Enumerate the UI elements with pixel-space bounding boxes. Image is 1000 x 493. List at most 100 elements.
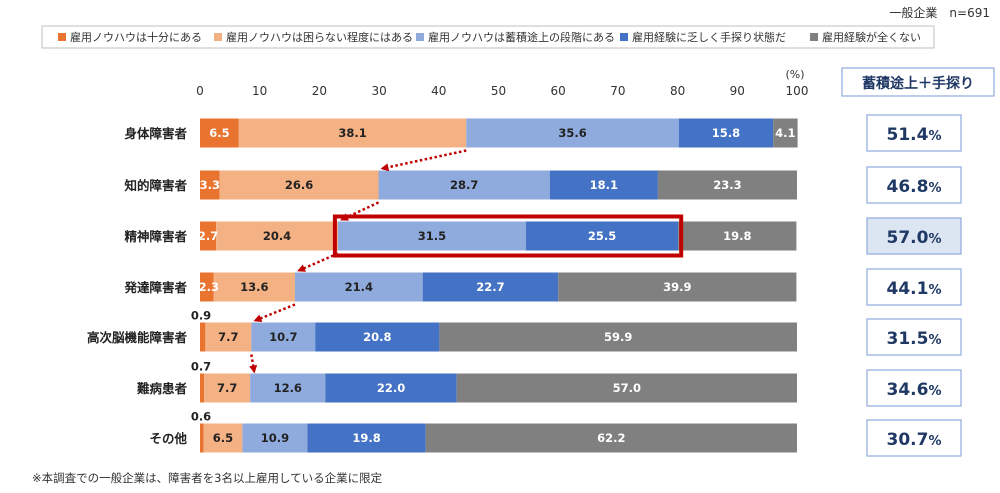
bar-segment <box>200 221 217 251</box>
data-label: 23.3 <box>713 178 741 192</box>
bar-segment <box>773 118 798 148</box>
legend-label: 雇用ノウハウは困らない程度にはある <box>226 30 413 44</box>
category-label: 知的障害者 <box>123 178 187 193</box>
bar-segment <box>678 221 797 251</box>
data-label: 18.1 <box>590 178 618 192</box>
summary-box <box>866 217 962 255</box>
bar-segment <box>425 423 797 453</box>
bar-segment <box>238 118 467 148</box>
data-label: 7.7 <box>217 381 237 395</box>
trend-arrow <box>340 201 380 221</box>
data-label: 20.8 <box>363 330 391 344</box>
summary-value: 46.8% <box>887 177 942 197</box>
bar-segment <box>213 272 295 302</box>
data-label: 22.7 <box>476 280 504 294</box>
bar-segment <box>307 423 426 453</box>
bar-segment <box>525 221 679 251</box>
data-label: 19.8 <box>723 229 751 243</box>
bar-segment <box>657 170 797 200</box>
bar-segment <box>251 322 316 352</box>
trend-arrow <box>380 149 467 172</box>
data-label: 10.7 <box>269 330 297 344</box>
bar-segment <box>250 373 326 403</box>
unit-label: (%) <box>785 68 804 81</box>
data-label: 13.6 <box>240 280 268 294</box>
legend-swatch <box>58 33 66 41</box>
sample-label: 一般企業 n=691 <box>889 5 990 20</box>
trend-arrow <box>297 252 339 272</box>
data-label: 39.9 <box>663 280 691 294</box>
bar-segment <box>203 423 243 453</box>
bar-segment <box>325 373 457 403</box>
legend-label: 雇用ノウハウは十分にある <box>70 30 202 44</box>
bar-segment <box>558 272 797 302</box>
data-label: 35.6 <box>558 126 586 140</box>
trend-arrow <box>253 303 296 322</box>
bar-segment <box>219 170 379 200</box>
data-label: 0.7 <box>191 360 211 374</box>
category-label: その他 <box>149 431 187 446</box>
x-tick-label: 10 <box>252 84 267 98</box>
data-label: 0.9 <box>191 309 211 323</box>
x-tick-label: 40 <box>431 84 446 98</box>
bar-segment <box>200 272 214 302</box>
bar-segment <box>242 423 308 453</box>
data-label: 31.5 <box>418 229 446 243</box>
summary-column: 蓄積途上＋手探り 51.4% 46.8% 57.0% 44.1% 31.5% 34.6% 3… <box>841 67 995 457</box>
summary-value: 34.6% <box>887 380 942 400</box>
summary-header: 蓄積途上＋手探り <box>862 75 974 92</box>
data-label: 6.5 <box>213 431 233 445</box>
bar-segment <box>205 322 252 352</box>
summary-box <box>866 268 962 306</box>
legend: 雇用ノウハウは十分にある 雇用ノウハウは困らない程度にはある 雇用ノウハウは蓄積途上… <box>41 25 935 49</box>
bar-segment <box>204 373 251 403</box>
data-label: 38.1 <box>338 126 366 140</box>
bar-segment <box>294 272 423 302</box>
data-label: 20.4 <box>263 229 291 243</box>
summary-header-box <box>841 67 995 97</box>
data-label: 59.9 <box>604 330 632 344</box>
x-tick-label: 30 <box>371 84 386 98</box>
data-label: 7.7 <box>218 330 238 344</box>
bar-segment <box>200 322 206 352</box>
legend-swatch <box>810 33 818 41</box>
x-tick-label: 80 <box>670 84 685 98</box>
data-label: 2.7 <box>198 229 218 243</box>
data-label: 22.0 <box>377 381 405 395</box>
summary-value: 57.0% <box>887 228 942 248</box>
data-label: 62.2 <box>597 431 625 445</box>
bar-segment <box>200 170 220 200</box>
summary-box <box>866 114 962 152</box>
highlight-box <box>332 214 684 258</box>
summary-value: 44.1% <box>887 279 942 299</box>
data-label: 21.4 <box>345 280 373 294</box>
data-label: 6.5 <box>209 126 229 140</box>
summary-box <box>866 318 962 356</box>
category-label: 難病患者 <box>137 381 188 396</box>
bar-segment <box>216 221 338 251</box>
bar-segment <box>200 373 205 403</box>
bar-segment <box>378 170 550 200</box>
legend-swatch <box>214 33 222 41</box>
bar-segment <box>456 373 797 403</box>
summary-value: 31.5% <box>887 329 942 349</box>
summary-box <box>866 166 962 204</box>
data-label: 2.3 <box>199 280 219 294</box>
x-tick-label: 70 <box>610 84 625 98</box>
bar-segment <box>200 423 204 453</box>
bar-segment <box>549 170 658 200</box>
x-tick-label: 60 <box>551 84 566 98</box>
legend-label: 雇用経験が全くない <box>822 30 921 44</box>
bar-segment <box>439 322 797 352</box>
summary-box <box>866 369 962 407</box>
summary-value: 51.4% <box>887 125 942 145</box>
data-label: 15.8 <box>712 126 740 140</box>
category-label: 身体障害者 <box>124 126 187 141</box>
x-tick-label: 50 <box>491 84 506 98</box>
x-tick-label: 20 <box>312 84 327 98</box>
data-label: 19.8 <box>352 431 380 445</box>
data-label: 57.0 <box>613 381 641 395</box>
legend-swatch <box>416 33 424 41</box>
